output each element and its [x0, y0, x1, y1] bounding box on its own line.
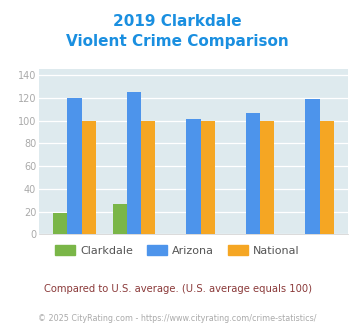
Text: Violent Crime Comparison: Violent Crime Comparison: [66, 34, 289, 49]
Text: Compared to U.S. average. (U.S. average equals 100): Compared to U.S. average. (U.S. average …: [44, 284, 311, 294]
Bar: [113, 204, 127, 234]
Text: © 2025 CityRating.com - https://www.cityrating.com/crime-statistics/: © 2025 CityRating.com - https://www.city…: [38, 314, 317, 323]
Bar: [320, 120, 334, 234]
Bar: [260, 120, 274, 234]
Bar: [246, 113, 260, 234]
Bar: [141, 120, 155, 234]
Bar: [53, 213, 67, 234]
Bar: [127, 92, 141, 234]
Text: 2019 Clarkdale: 2019 Clarkdale: [113, 14, 242, 29]
Legend: Clarkdale, Arizona, National: Clarkdale, Arizona, National: [51, 241, 304, 260]
Bar: [201, 120, 215, 234]
Bar: [305, 99, 320, 234]
Bar: [82, 120, 96, 234]
Bar: [186, 119, 201, 234]
Bar: [67, 98, 82, 234]
